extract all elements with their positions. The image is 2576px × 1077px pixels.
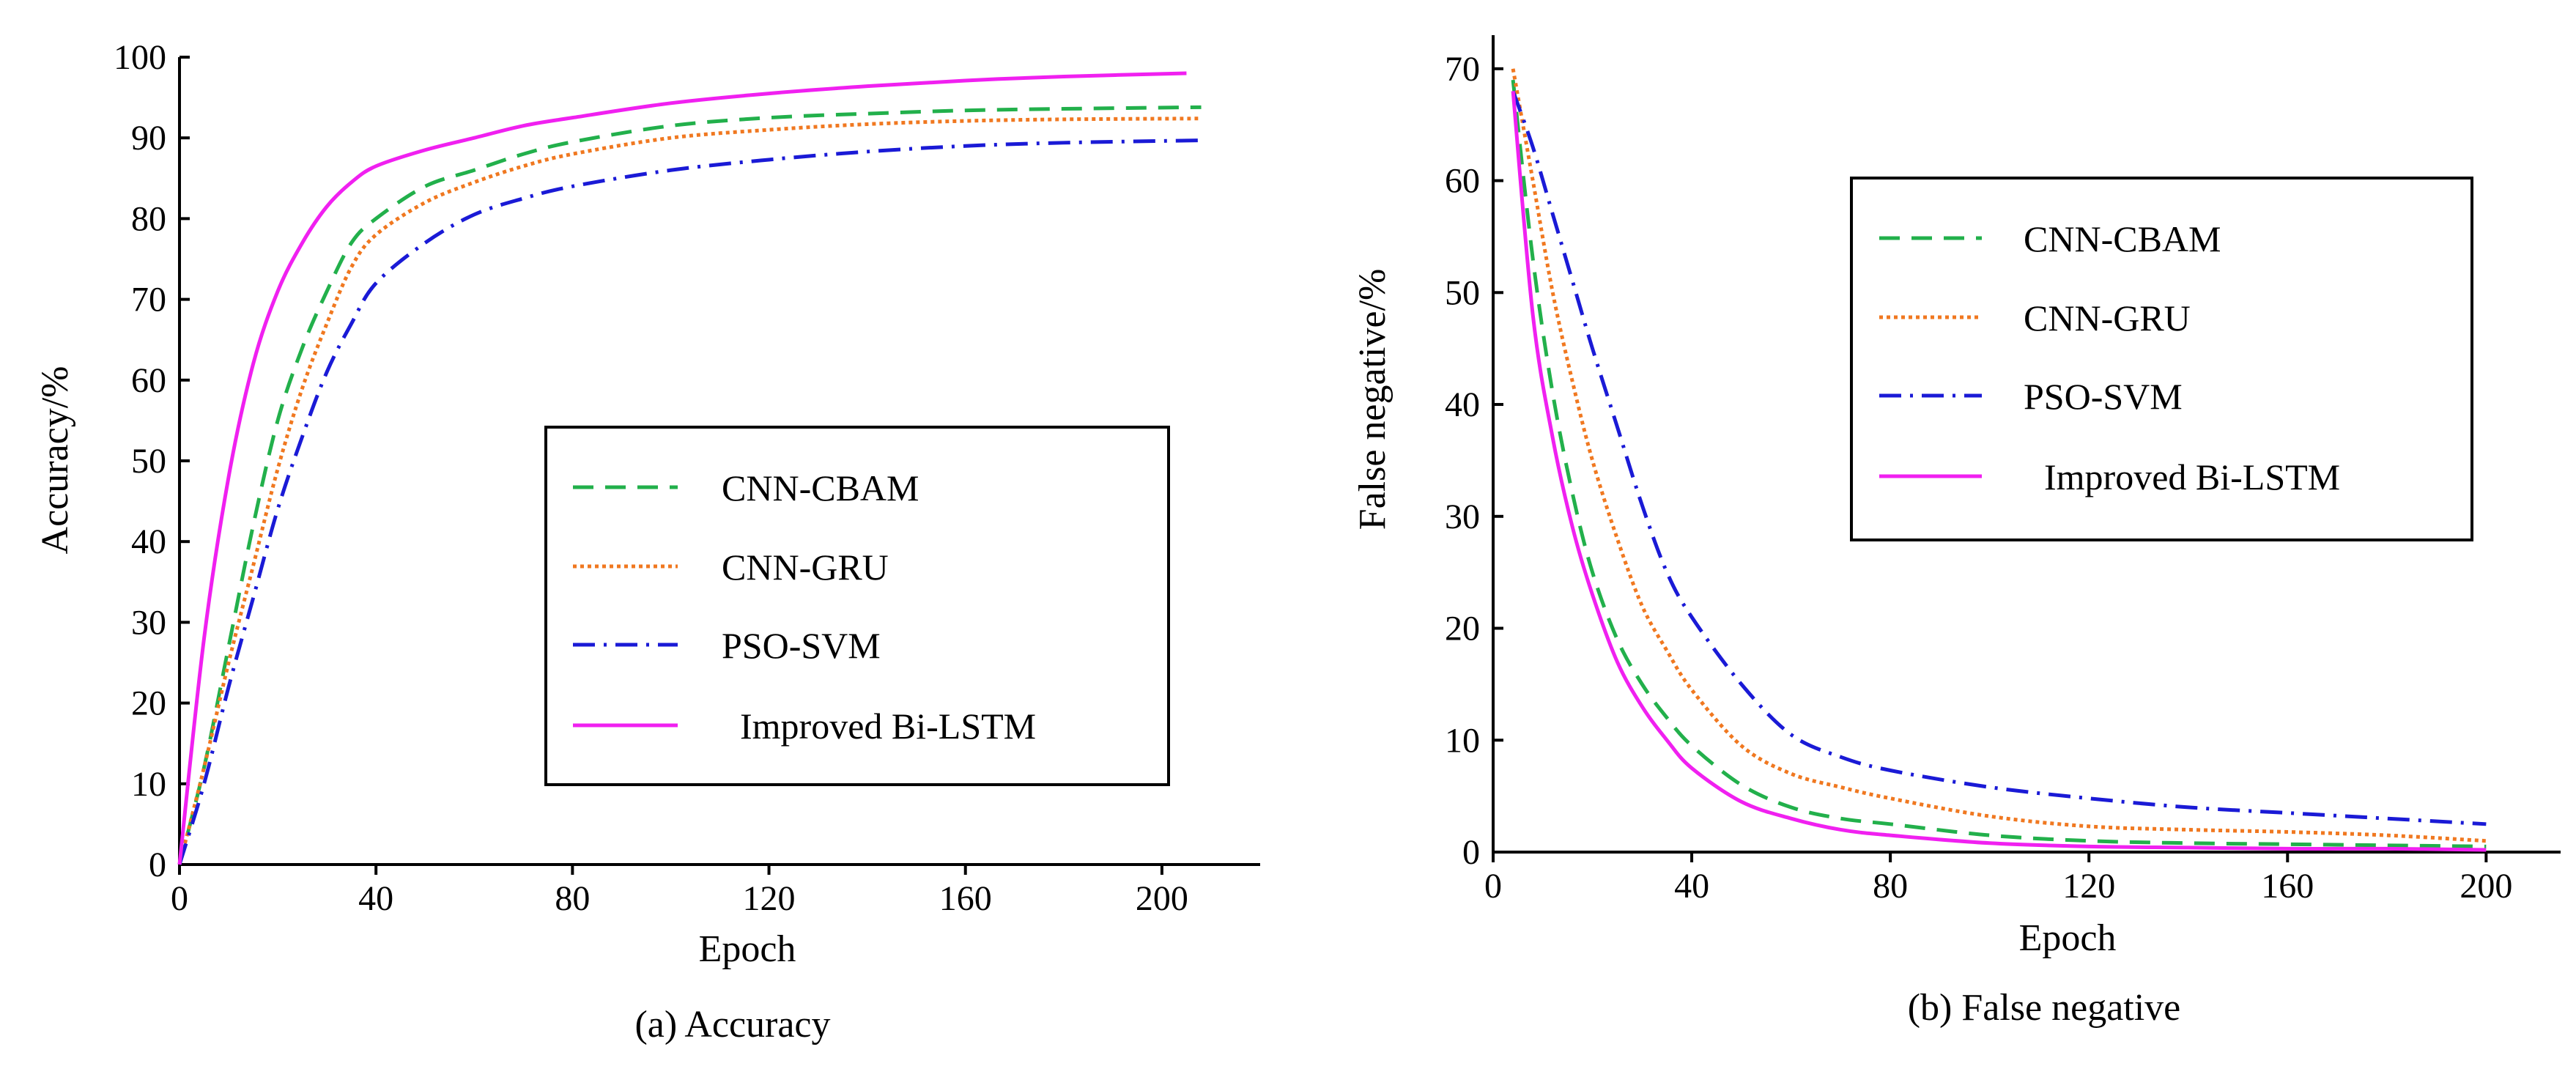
false-negative-series-cnn-cbam xyxy=(1511,79,2487,848)
accuracy-y-tick-label: 20 xyxy=(131,684,166,723)
accuracy-legend: CNN-CBAM CNN-GRU PSO-SVM Improved Bi-LST… xyxy=(544,426,1170,786)
accuracy-x-label: Epoch xyxy=(699,928,796,970)
false-negative-x-tick-label: 0 xyxy=(1484,867,1502,906)
accuracy-series-cnn-gru xyxy=(177,116,1202,865)
accuracy-y-tick-label: 30 xyxy=(131,603,166,642)
fn-legend-label-cnn-gru: CNN-GRU xyxy=(2024,297,2191,338)
false-negative-panel: 0 10 20 30 40 50 60 70 0 40 80 120 160 200 Epoch Fal… xyxy=(1352,35,2561,1029)
accuracy-legend-label-improved-bi-lstm: Improved Bi-LSTM xyxy=(740,706,1036,747)
accuracy-y-label: Accuracy/% xyxy=(34,366,76,555)
false-negative-x-tick-label: 80 xyxy=(1873,867,1908,906)
false-negative-y-tick-label: 20 xyxy=(1445,610,1480,648)
false-negative-x-tick-label: 200 xyxy=(2460,867,2512,906)
false-negative-series-improved-bi-lstm xyxy=(1511,91,2487,852)
accuracy-y-tick-label: 60 xyxy=(131,361,166,400)
accuracy-y-tick-label: 100 xyxy=(114,38,166,77)
false-negative-legend: CNN-CBAM CNN-GRU PSO-SVM Improved Bi-LST… xyxy=(1850,177,2473,541)
accuracy-y-tick-label: 10 xyxy=(131,765,166,804)
accuracy-y-tick-label: 0 xyxy=(149,845,166,884)
false-negative-series-cnn-gru xyxy=(1511,68,2487,843)
accuracy-x-tick-label: 0 xyxy=(171,879,188,918)
accuracy-y-tick-label: 90 xyxy=(131,119,166,158)
false-negative-y-tick-label: 0 xyxy=(1462,833,1480,872)
false-negative-y-tick-label: 60 xyxy=(1445,162,1480,201)
false-negative-y-tick-label: 50 xyxy=(1445,273,1480,312)
accuracy-panel: 0 10 20 30 40 50 60 70 80 90 100 0 40 80 120 160 200 Ep… xyxy=(34,38,1260,1045)
false-negative-x-tick-label: 40 xyxy=(1674,867,1709,906)
accuracy-series-improved-bi-lstm xyxy=(177,71,1187,865)
accuracy-legend-label-pso-svm: PSO-SVM xyxy=(722,625,881,666)
accuracy-y-tick-label: 50 xyxy=(131,442,166,481)
false-negative-y-tick-label: 70 xyxy=(1445,50,1480,89)
accuracy-x-tick-label: 200 xyxy=(1136,879,1188,918)
accuracy-legend-label-cnn-gru: CNN-GRU xyxy=(722,547,889,588)
fn-legend-label-pso-svm: PSO-SVM xyxy=(2024,376,2183,417)
fn-legend-label-cnn-cbam: CNN-CBAM xyxy=(2024,218,2221,259)
accuracy-series-pso-svm xyxy=(177,138,1202,865)
accuracy-x-tick-label: 40 xyxy=(358,879,393,918)
false-negative-y-tick-label: 10 xyxy=(1445,721,1480,760)
accuracy-series-cnn-cbam xyxy=(177,105,1202,865)
accuracy-x-tick-label: 160 xyxy=(939,879,992,918)
false-negative-y-label: False negative/% xyxy=(1352,269,1394,530)
false-negative-y-tick-label: 30 xyxy=(1445,497,1480,536)
false-negative-caption: (b) False negative xyxy=(1908,987,2181,1029)
fn-legend-label-improved-bi-lstm: Improved Bi-LSTM xyxy=(2044,456,2340,497)
accuracy-caption: (a) Accuracy xyxy=(634,1004,830,1045)
accuracy-y-tick-label: 70 xyxy=(131,281,166,319)
accuracy-x-tick-label: 80 xyxy=(555,879,590,918)
accuracy-x-tick-label: 120 xyxy=(743,879,796,918)
false-negative-x-tick-label: 120 xyxy=(2062,867,2115,906)
accuracy-legend-label-cnn-cbam: CNN-CBAM xyxy=(722,467,919,508)
false-negative-x-label: Epoch xyxy=(2019,917,2117,959)
accuracy-y-tick-label: 40 xyxy=(131,522,166,561)
false-negative-x-tick-label: 160 xyxy=(2261,867,2314,906)
accuracy-y-tick-label: 80 xyxy=(131,199,166,238)
false-negative-y-tick-label: 40 xyxy=(1445,385,1480,424)
